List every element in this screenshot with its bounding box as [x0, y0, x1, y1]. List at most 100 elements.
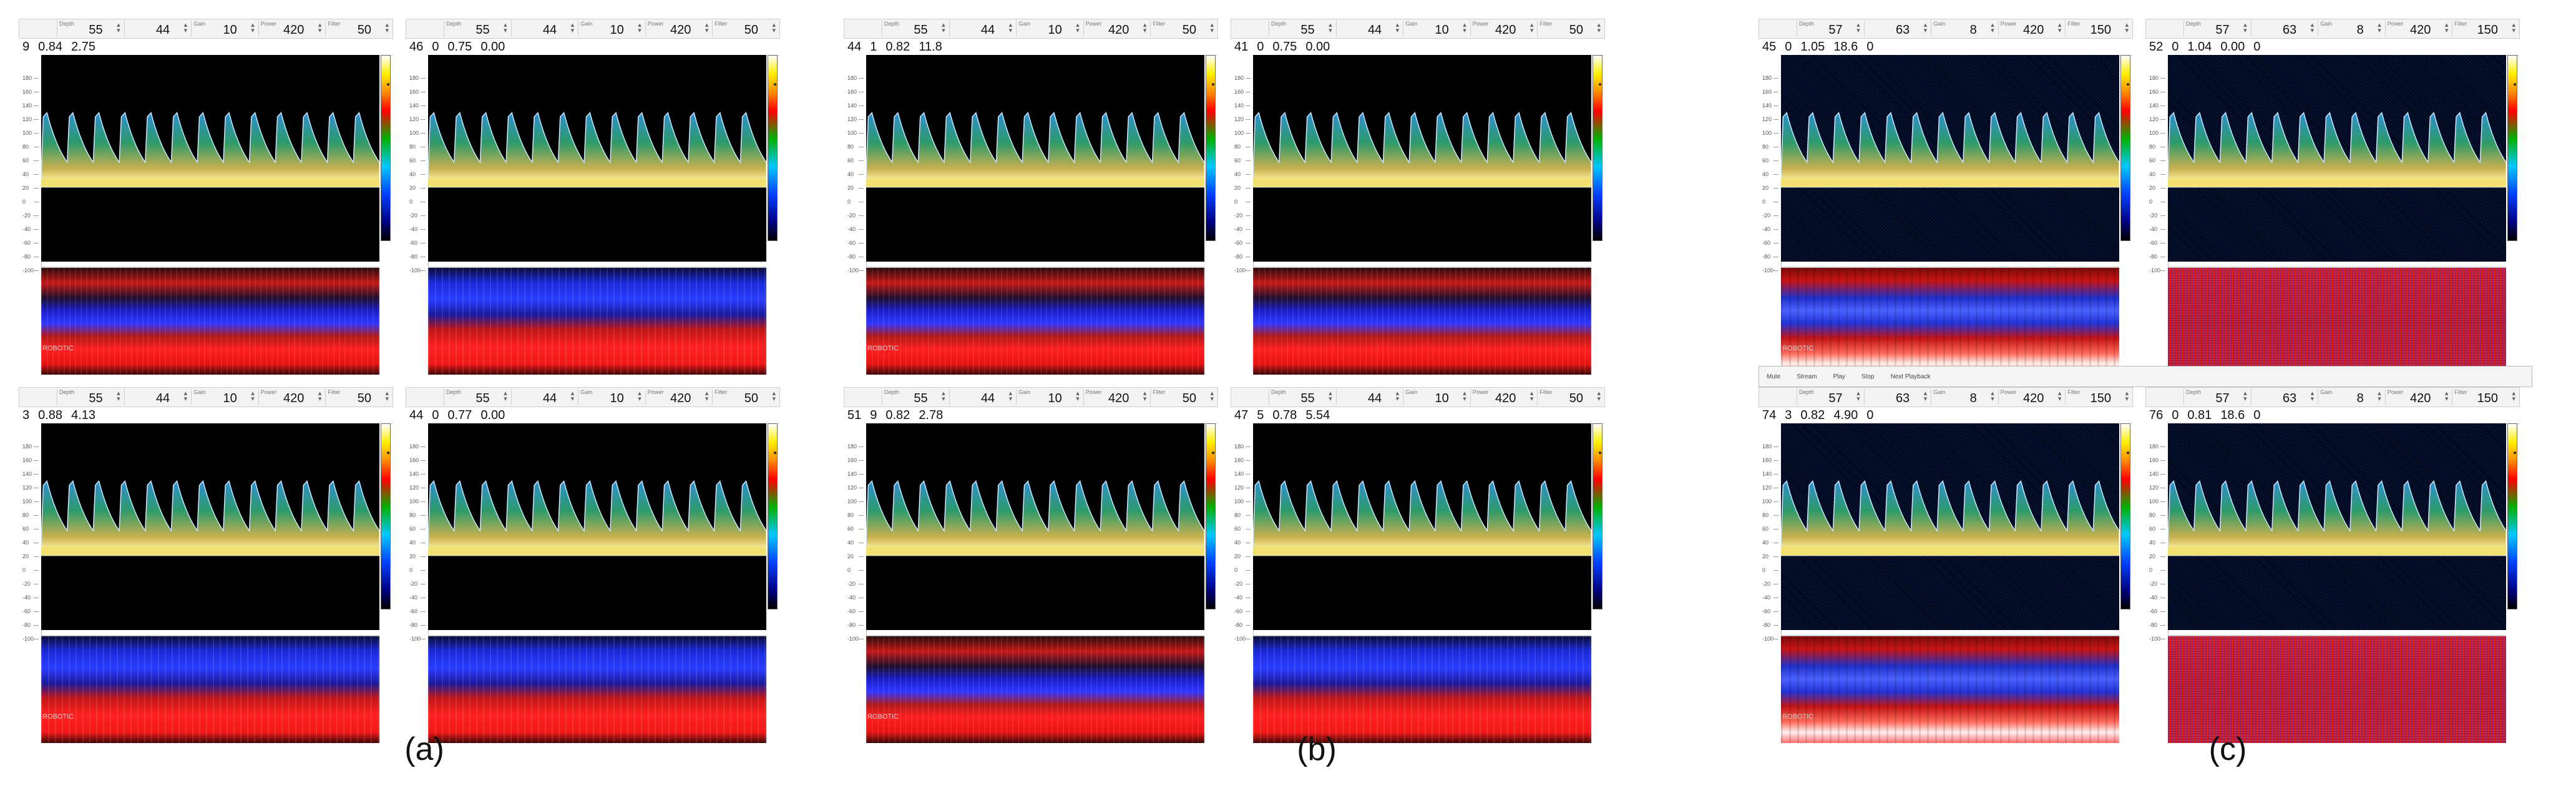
control-field[interactable]: Gain 10 ▴ ▾ — [191, 21, 258, 37]
control-field[interactable]: Filter 50 ▴ ▾ — [1150, 389, 1217, 405]
control-field[interactable]: Power 420 ▴ ▾ — [1470, 389, 1538, 405]
spinner-arrows-icon[interactable]: ▴ ▾ — [1856, 21, 1860, 34]
control-field[interactable]: Gain 8 ▴ ▾ — [2318, 389, 2385, 405]
control-field[interactable]: Depth 57 ▴ ▾ — [1797, 389, 1864, 405]
spinner-arrows-icon[interactable]: ▴ ▾ — [1210, 390, 1214, 403]
control-field[interactable]: Gain 10 ▴ ▾ — [578, 389, 645, 405]
control-field[interactable]: Depth 57 ▴ ▾ — [2183, 21, 2251, 37]
control-field[interactable]: Gain 10 ▴ ▾ — [578, 21, 645, 37]
control-field[interactable]: 63 ▴ ▾ — [1863, 21, 1931, 37]
spinner-arrows-icon[interactable]: ▴ ▾ — [117, 21, 120, 34]
spinner-arrows-icon[interactable]: ▴ ▾ — [1143, 21, 1147, 34]
spinner-arrows-icon[interactable]: ▴ ▾ — [2310, 390, 2315, 403]
spinner-arrows-icon[interactable]: ▴ ▾ — [117, 390, 120, 403]
control-field[interactable]: Filter 50 ▴ ▾ — [712, 389, 779, 405]
spinner-arrows-icon[interactable]: ▴ ▾ — [2243, 390, 2247, 403]
control-field[interactable]: Gain 8 ▴ ▾ — [2318, 21, 2385, 37]
channel-tag[interactable] — [2146, 390, 2183, 405]
spinner-arrows-icon[interactable]: ▴ ▾ — [1395, 390, 1400, 403]
control-field[interactable]: Gain 10 ▴ ▾ — [191, 389, 258, 405]
channel-tag[interactable] — [1231, 21, 1269, 36]
control-field[interactable]: Depth 57 ▴ ▾ — [1797, 21, 1864, 37]
channel-tag[interactable] — [844, 21, 882, 36]
spinner-arrows-icon[interactable]: ▴ ▾ — [942, 21, 945, 34]
spinner-arrows-icon[interactable]: ▴ ▾ — [2057, 21, 2062, 34]
spinner-arrows-icon[interactable]: ▴ ▾ — [1395, 21, 1400, 34]
channel-tag[interactable] — [1759, 21, 1797, 36]
spinner-arrows-icon[interactable]: ▴ ▾ — [772, 21, 776, 34]
control-field[interactable]: Depth 57 ▴ ▾ — [2183, 389, 2251, 405]
spinner-arrows-icon[interactable]: ▴ ▾ — [2444, 21, 2449, 34]
spinner-arrows-icon[interactable]: ▴ ▾ — [1008, 390, 1013, 403]
spinner-arrows-icon[interactable]: ▴ ▾ — [1991, 390, 1994, 403]
control-field[interactable]: Filter 50 ▴ ▾ — [1537, 389, 1604, 405]
channel-tag[interactable] — [406, 21, 444, 36]
control-field[interactable]: Depth 55 ▴ ▾ — [1269, 21, 1336, 37]
control-field[interactable]: Depth 55 ▴ ▾ — [444, 389, 511, 405]
playback-button[interactable]: Stream — [1797, 373, 1817, 380]
control-field[interactable]: Filter 150 ▴ ▾ — [2452, 389, 2519, 405]
control-field[interactable]: Gain 10 ▴ ▾ — [1016, 21, 1083, 37]
control-field[interactable]: Filter 50 ▴ ▾ — [325, 21, 393, 37]
spinner-arrows-icon[interactable]: ▴ ▾ — [183, 21, 188, 34]
control-field[interactable]: Power 420 ▴ ▾ — [1083, 389, 1151, 405]
spinner-arrows-icon[interactable]: ▴ ▾ — [2243, 21, 2247, 34]
control-field[interactable]: Power 420 ▴ ▾ — [258, 21, 326, 37]
spinner-arrows-icon[interactable]: ▴ ▾ — [1463, 390, 1466, 403]
spinner-arrows-icon[interactable]: ▴ ▾ — [1329, 390, 1332, 403]
control-field[interactable]: 44 ▴ ▾ — [1335, 21, 1403, 37]
spinner-arrows-icon[interactable]: ▴ ▾ — [2310, 21, 2315, 34]
spinner-arrows-icon[interactable]: ▴ ▾ — [1463, 21, 1466, 34]
spinner-arrows-icon[interactable]: ▴ ▾ — [1530, 21, 1534, 34]
control-field[interactable]: Power 420 ▴ ▾ — [1470, 21, 1538, 37]
spinner-arrows-icon[interactable]: ▴ ▾ — [705, 390, 709, 403]
channel-tag[interactable] — [19, 390, 57, 405]
channel-tag[interactable] — [1759, 390, 1797, 405]
control-field[interactable]: 44 ▴ ▾ — [124, 389, 192, 405]
spinner-arrows-icon[interactable]: ▴ ▾ — [2512, 390, 2515, 403]
spinner-arrows-icon[interactable]: ▴ ▾ — [1210, 21, 1214, 34]
spinner-arrows-icon[interactable]: ▴ ▾ — [251, 21, 255, 34]
control-field[interactable]: Power 420 ▴ ▾ — [258, 389, 326, 405]
control-field[interactable]: Power 420 ▴ ▾ — [2384, 389, 2452, 405]
spinner-arrows-icon[interactable]: ▴ ▾ — [942, 390, 945, 403]
control-field[interactable]: 63 ▴ ▾ — [2250, 389, 2318, 405]
control-field[interactable]: Depth 55 ▴ ▾ — [1269, 389, 1336, 405]
control-field[interactable]: 44 ▴ ▾ — [949, 389, 1017, 405]
spinner-arrows-icon[interactable]: ▴ ▾ — [705, 21, 709, 34]
spinner-arrows-icon[interactable]: ▴ ▾ — [183, 390, 188, 403]
control-field[interactable]: Power 420 ▴ ▾ — [2384, 21, 2452, 37]
spinner-arrows-icon[interactable]: ▴ ▾ — [1143, 390, 1147, 403]
control-field[interactable]: Power 420 ▴ ▾ — [1083, 21, 1151, 37]
spinner-arrows-icon[interactable]: ▴ ▾ — [251, 390, 255, 403]
control-field[interactable]: Depth 55 ▴ ▾ — [444, 21, 511, 37]
spinner-arrows-icon[interactable]: ▴ ▾ — [2378, 390, 2381, 403]
spinner-arrows-icon[interactable]: ▴ ▾ — [1991, 21, 1994, 34]
control-field[interactable]: Power 420 ▴ ▾ — [645, 21, 713, 37]
control-field[interactable]: 44 ▴ ▾ — [1335, 389, 1403, 405]
control-field[interactable]: Power 420 ▴ ▾ — [1998, 21, 2066, 37]
spinner-arrows-icon[interactable]: ▴ ▾ — [1076, 390, 1080, 403]
control-field[interactable]: Power 420 ▴ ▾ — [1998, 389, 2066, 405]
spinner-arrows-icon[interactable]: ▴ ▾ — [1923, 390, 1928, 403]
spinner-arrows-icon[interactable]: ▴ ▾ — [504, 21, 507, 34]
channel-tag[interactable] — [2146, 21, 2183, 36]
control-field[interactable]: Filter 50 ▴ ▾ — [1537, 21, 1604, 37]
control-field[interactable]: Power 420 ▴ ▾ — [645, 389, 713, 405]
channel-tag[interactable] — [844, 390, 882, 405]
control-field[interactable]: Gain 10 ▴ ▾ — [1403, 389, 1470, 405]
control-field[interactable]: Gain 8 ▴ ▾ — [1931, 21, 1998, 37]
spinner-arrows-icon[interactable]: ▴ ▾ — [2444, 390, 2449, 403]
control-field[interactable]: Filter 50 ▴ ▾ — [1150, 21, 1217, 37]
control-field[interactable]: Depth 55 ▴ ▾ — [882, 389, 949, 405]
control-field[interactable]: Depth 55 ▴ ▾ — [882, 21, 949, 37]
spinner-arrows-icon[interactable]: ▴ ▾ — [1597, 390, 1601, 403]
channel-tag[interactable] — [406, 390, 444, 405]
playback-button[interactable]: Mute — [1767, 373, 1781, 380]
spinner-arrows-icon[interactable]: ▴ ▾ — [2057, 390, 2062, 403]
spinner-arrows-icon[interactable]: ▴ ▾ — [1597, 21, 1601, 34]
playback-button[interactable]: Stop — [1861, 373, 1875, 380]
control-field[interactable]: Filter 150 ▴ ▾ — [2065, 389, 2132, 405]
spinner-arrows-icon[interactable]: ▴ ▾ — [318, 21, 322, 34]
spinner-arrows-icon[interactable]: ▴ ▾ — [1530, 390, 1534, 403]
